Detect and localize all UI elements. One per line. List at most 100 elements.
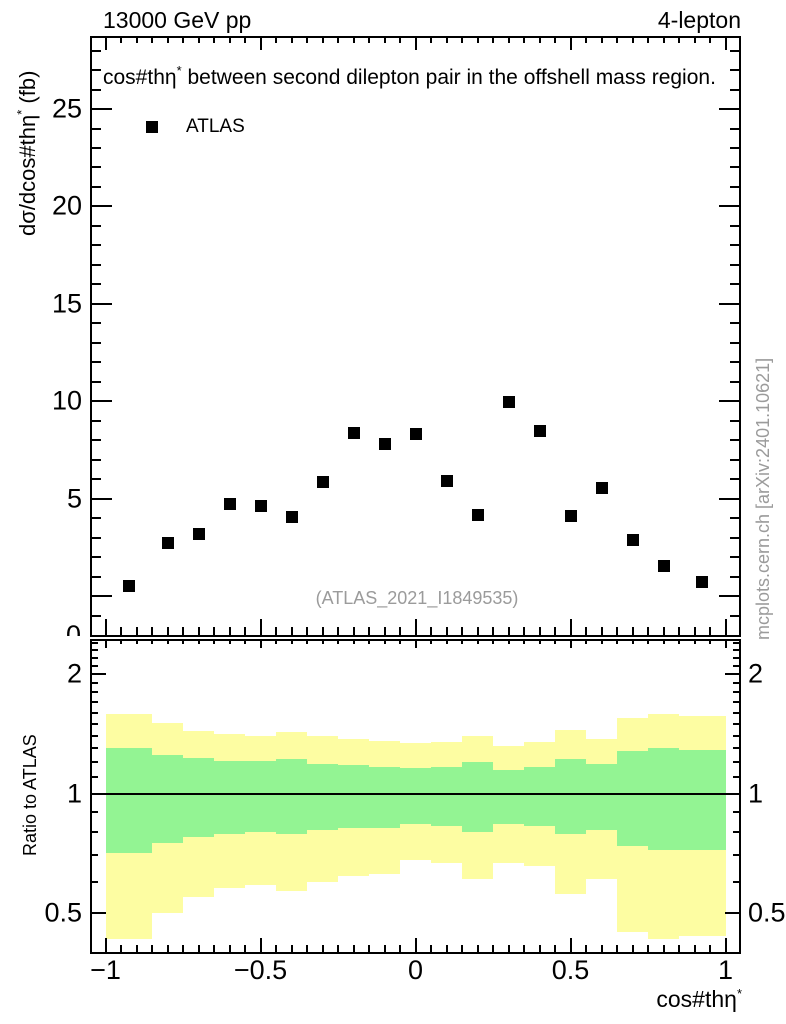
ratio-y-tick-label-left: 2 <box>66 658 82 689</box>
y-tick <box>730 556 741 559</box>
x-tick <box>616 945 618 952</box>
y-axis-title-superscript: * <box>14 109 29 115</box>
x-tick <box>662 627 665 635</box>
x-tick <box>166 945 169 952</box>
ratio-y-tick <box>90 701 98 704</box>
x-tick <box>662 36 665 43</box>
y-tick <box>730 244 741 247</box>
y-tick <box>90 419 101 422</box>
x-tick <box>662 639 665 644</box>
y-tick <box>90 517 101 520</box>
y-tick <box>730 263 741 266</box>
stat-uncertainty-band-segment <box>338 765 369 828</box>
y-tick <box>730 439 741 442</box>
x-tick <box>166 627 169 635</box>
x-tick <box>523 639 525 644</box>
ratio-y-tick <box>90 776 98 779</box>
ratio-y-axis-title: Ratio to ATLAS <box>20 734 40 856</box>
x-tick <box>228 639 231 644</box>
data-point-atlas <box>533 425 546 438</box>
y-tick <box>90 205 112 208</box>
ratio-y-tick <box>725 673 741 676</box>
x-tick <box>290 627 293 635</box>
y-tick <box>719 108 741 111</box>
ratio-y-tick <box>733 664 741 667</box>
y-tick <box>730 575 741 578</box>
x-axis-title: cos#thη* <box>656 986 742 1013</box>
stat-uncertainty-band-segment <box>679 749 726 851</box>
x-tick <box>693 945 696 952</box>
x-tick <box>554 36 556 43</box>
x-tick <box>104 36 107 50</box>
ratio-y-tick <box>733 656 741 659</box>
x-tick <box>647 945 649 952</box>
y-tick-label: 5 <box>66 483 82 514</box>
x-tick <box>647 639 649 644</box>
x-tick <box>337 639 339 644</box>
ratio-y-tick <box>733 880 741 883</box>
x-tick <box>476 627 479 635</box>
x-tick <box>554 627 556 635</box>
y-tick <box>719 302 741 305</box>
x-tick <box>507 627 510 635</box>
x-tick <box>306 639 308 644</box>
x-tick <box>476 36 479 43</box>
x-tick <box>383 36 386 43</box>
x-tick <box>399 945 401 952</box>
y-tick <box>90 244 101 247</box>
x-tick <box>383 945 386 952</box>
stat-uncertainty-band-segment <box>152 755 183 844</box>
y-tick <box>90 49 101 52</box>
ratio-y-tick <box>90 673 106 676</box>
ratio-y-tick <box>733 776 741 779</box>
x-tick <box>135 627 138 635</box>
ratio-y-tick-label-left: 1 <box>66 778 82 809</box>
y-tick <box>730 341 741 344</box>
stat-uncertainty-band-segment <box>183 758 214 837</box>
x-tick <box>414 938 417 952</box>
x-tick <box>244 639 246 644</box>
data-point-atlas <box>657 560 670 573</box>
x-tick <box>662 945 665 952</box>
x-tick <box>275 945 277 952</box>
y-tick <box>90 88 101 91</box>
x-tick <box>709 627 711 635</box>
data-point-atlas <box>626 534 639 547</box>
x-tick <box>507 639 510 644</box>
y-tick <box>90 263 101 266</box>
x-tick <box>166 639 169 644</box>
x-tick <box>616 639 618 644</box>
y-tick <box>730 614 741 617</box>
y-tick <box>730 361 741 364</box>
ratio-y-tick <box>90 854 98 857</box>
ratio-y-tick <box>733 831 741 834</box>
x-tick <box>631 945 634 952</box>
ratio-y-tick <box>733 701 741 704</box>
ratio-y-tick <box>90 722 98 725</box>
y-tick <box>90 127 101 130</box>
ratio-y-tick <box>733 854 741 857</box>
x-tick <box>213 36 215 43</box>
x-tick <box>724 639 727 648</box>
x-tick <box>104 938 107 952</box>
x-tick <box>430 627 432 635</box>
y-tick <box>90 478 101 481</box>
ratio-y-tick <box>733 734 741 737</box>
data-point-atlas <box>471 508 484 521</box>
y-tick <box>730 88 741 91</box>
ratio-y-tick <box>90 810 98 813</box>
ratio-y-tick <box>90 761 98 764</box>
x-tick <box>290 945 293 952</box>
x-tick <box>306 945 308 952</box>
x-tick <box>275 627 277 635</box>
y-tick-label: 15 <box>51 288 82 319</box>
x-tick <box>151 945 153 952</box>
header-beam-energy: 13000 GeV pp <box>103 7 252 33</box>
ratio-y-tick <box>90 880 98 883</box>
ratio-reference-line <box>90 792 741 795</box>
x-tick <box>678 945 680 952</box>
x-tick <box>585 945 587 952</box>
x-tick <box>647 627 649 635</box>
x-tick <box>213 639 215 644</box>
y-tick <box>730 536 741 539</box>
